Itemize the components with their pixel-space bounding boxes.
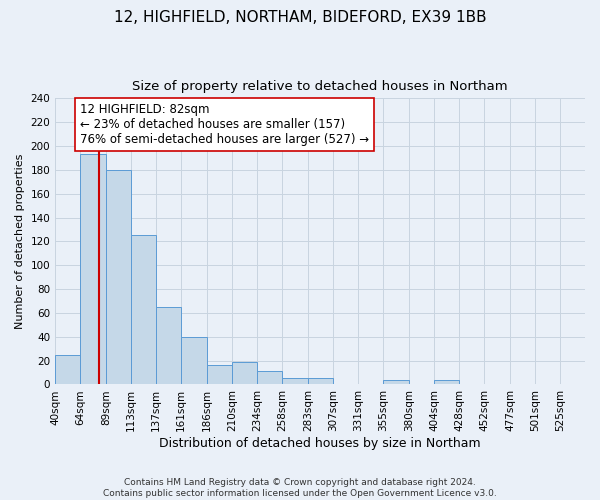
Text: Contains HM Land Registry data © Crown copyright and database right 2024.
Contai: Contains HM Land Registry data © Crown c… [103, 478, 497, 498]
Bar [156, 307, 181, 384]
Bar [232, 362, 257, 384]
Bar [257, 372, 282, 384]
Y-axis label: Number of detached properties: Number of detached properties [15, 154, 25, 329]
Bar [434, 380, 459, 384]
Text: 12, HIGHFIELD, NORTHAM, BIDEFORD, EX39 1BB: 12, HIGHFIELD, NORTHAM, BIDEFORD, EX39 1… [113, 10, 487, 25]
Bar [383, 380, 409, 384]
Text: 12 HIGHFIELD: 82sqm
← 23% of detached houses are smaller (157)
76% of semi-detac: 12 HIGHFIELD: 82sqm ← 23% of detached ho… [80, 103, 369, 146]
Bar [80, 154, 106, 384]
Bar [55, 354, 80, 384]
Bar [181, 337, 207, 384]
Bar [308, 378, 333, 384]
Bar [282, 378, 308, 384]
X-axis label: Distribution of detached houses by size in Northam: Distribution of detached houses by size … [159, 437, 481, 450]
Bar [131, 236, 156, 384]
Bar [106, 170, 131, 384]
Title: Size of property relative to detached houses in Northam: Size of property relative to detached ho… [132, 80, 508, 93]
Bar [207, 366, 232, 384]
